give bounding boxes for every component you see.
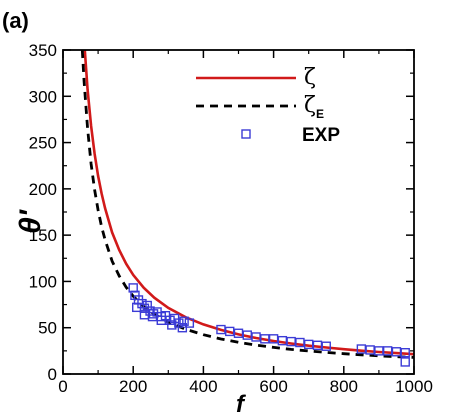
y-axis-title: θ' [14,209,47,234]
exp-marker [147,311,158,322]
exp-marker [156,315,166,326]
exp-marker [391,347,402,357]
legend-exp-marker [241,129,251,139]
y-tick-label: 300 [29,87,57,106]
exp-marker [216,324,226,335]
exp-marker [179,316,189,326]
legend-zeta-e-subscript: E [316,107,324,121]
exp-marker [167,320,177,330]
exp-marker [356,344,367,354]
x-tick-label: 200 [119,377,147,396]
y-tick-label: 0 [48,365,57,384]
exp-marker [177,323,188,333]
exp-marker [374,346,384,356]
x-axis-title: f [236,391,246,418]
y-tick-label: 350 [29,41,57,60]
exp-marker [295,337,305,348]
zeta-series-line [83,50,414,356]
x-tick-label: 1000 [395,377,433,396]
exp-marker [365,345,375,355]
series-group [80,50,414,367]
exp-marker [277,335,288,346]
panel-label: (a) [2,8,29,33]
y-tick-label: 250 [29,134,57,153]
exp-marker [225,326,235,337]
exp-marker [382,346,393,356]
legend-zeta-label: ζ [304,65,316,90]
y-tick-label: 50 [38,319,57,338]
legend-exp-label: EXP [302,125,340,146]
exp-marker [251,332,261,342]
exp-marker [233,328,244,338]
exp-marker [260,334,270,344]
exp-marker [400,357,410,367]
series-layer [80,50,414,367]
exp-marker [268,334,279,344]
exp-marker [321,341,331,351]
y-tick-label: 100 [29,272,57,291]
exp-marker [400,348,410,358]
x-tick-label: 800 [330,377,358,396]
exp-marker [304,339,314,350]
tick-labels: 0 200 400 600 800 1000 0 50 100 150 200 250 300 350 [29,41,433,396]
plot-border [62,49,415,375]
plot-frame-layer [62,49,415,375]
x-tick-label: 400 [189,377,217,396]
exp-marker [286,336,296,347]
exp-marker [242,330,252,340]
x-tick-label: 0 [58,377,67,396]
x-tick-label: 600 [259,377,287,396]
exp-marker [132,302,142,313]
exp-marker [312,340,323,351]
y-tick-label: 150 [29,226,57,245]
exp-marker [142,300,152,311]
legend-zeta-e-label: ζ [304,93,316,118]
y-tick-label: 200 [29,180,57,199]
